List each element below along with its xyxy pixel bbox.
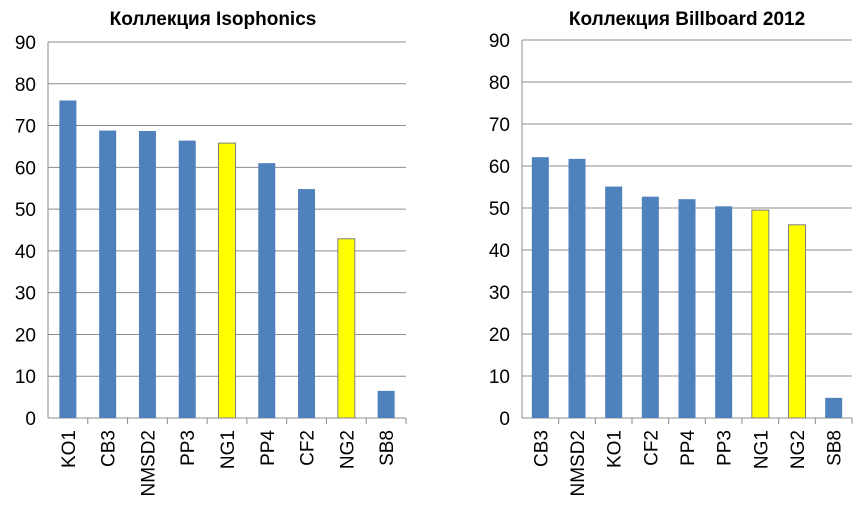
y-tick-label: 90: [15, 33, 36, 54]
x-tick-label: KO1: [59, 430, 80, 468]
y-tick-label: 0: [499, 409, 510, 430]
x-tick-label: SB8: [377, 430, 398, 466]
y-tick-label: 30: [15, 284, 36, 305]
y-tick-label: 70: [489, 115, 510, 136]
bar-ko1: [59, 100, 77, 418]
bar-cf2: [641, 196, 659, 418]
y-tick-label: 10: [489, 367, 510, 388]
y-tick-label: 90: [489, 31, 510, 52]
y-tick-label: 50: [489, 199, 510, 220]
x-tick-label: SB8: [825, 430, 846, 466]
bar-cb3: [531, 157, 549, 418]
y-tick-label: 40: [15, 242, 36, 263]
chart-title: Коллекция Billboard 2012: [569, 9, 805, 30]
chart-2: Коллекция Billboard 2012 0 10 20 30 40 50 60 70 8…: [489, 9, 853, 497]
x-tick-label: NMSD2: [568, 430, 589, 497]
bar-pp3: [715, 206, 733, 418]
x-tick-label: CF2: [641, 430, 662, 466]
bar-cf2: [298, 189, 316, 418]
x-tick-label: CB3: [99, 430, 120, 467]
bar-pp4: [258, 163, 276, 418]
bar-pp3: [178, 140, 196, 418]
y-tick-label: 40: [489, 241, 510, 262]
bar-nmsd2: [568, 158, 586, 419]
bar-ko1: [605, 186, 623, 418]
x-tick-label: CB3: [531, 430, 552, 467]
y-tick-label: 80: [15, 75, 36, 96]
x-tick-label: NG1: [751, 430, 772, 469]
bar-nmsd2: [138, 130, 156, 418]
bar-pp4: [678, 199, 696, 418]
x-tick-label: PP4: [258, 430, 279, 466]
x-tick-label: NG1: [218, 430, 239, 469]
bar-ng2: [788, 224, 806, 419]
bar-ng1: [751, 209, 770, 419]
y-tick-label: 70: [15, 117, 36, 138]
y-tick-label: 30: [489, 283, 510, 304]
x-tick-label: NG2: [337, 430, 358, 469]
chart-1: Коллекция Isophonics 0 10 20 30 40 50 60 70 80 90 K…: [15, 9, 407, 497]
x-tick-label: KO1: [605, 430, 626, 468]
x-tick-label: PP4: [678, 430, 699, 466]
y-tick-label: 80: [489, 73, 510, 94]
y-tick-label: 20: [15, 325, 36, 346]
y-tick-label: 20: [489, 325, 510, 346]
bar-ng1: [218, 142, 236, 419]
x-tick-label: PP3: [715, 430, 736, 466]
x-tick-label: PP3: [178, 430, 199, 466]
y-tick-label: 60: [489, 157, 510, 178]
x-tick-label: NMSD2: [138, 430, 159, 497]
y-tick-label: 50: [15, 200, 36, 221]
x-tick-label: CF2: [298, 430, 319, 466]
chart-title: Коллекция Isophonics: [110, 9, 317, 30]
bar-ng2: [337, 238, 356, 419]
x-tick-label: NG2: [788, 430, 809, 469]
y-tick-label: 10: [15, 367, 36, 388]
y-tick-label: 0: [25, 409, 36, 430]
bar-sb8: [377, 390, 395, 418]
bar-sb8: [825, 397, 843, 418]
bar-cb3: [99, 130, 117, 418]
y-tick-label: 60: [15, 158, 36, 179]
